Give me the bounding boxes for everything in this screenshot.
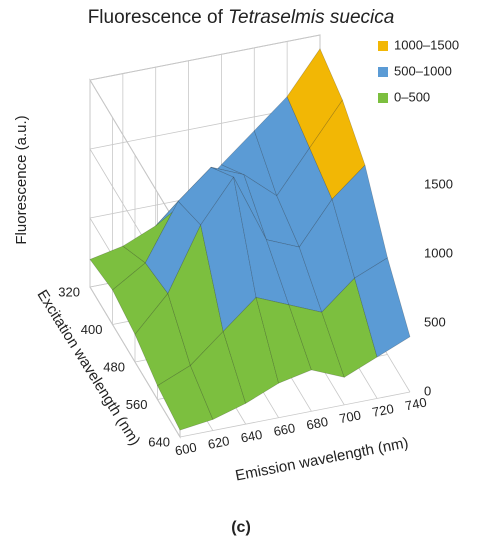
legend-swatch — [378, 41, 388, 51]
legend-label: 0–500 — [394, 89, 430, 104]
x-tick-label: 660 — [272, 420, 296, 439]
legend-label: 1000–1500 — [394, 37, 459, 52]
chart-title: Fluorescence of Tetraselmis suecica — [88, 7, 395, 28]
legend-swatch — [378, 93, 388, 103]
surface-patch — [354, 257, 411, 358]
y-tick-label: 480 — [103, 359, 125, 374]
z-tick-label: 0 — [424, 383, 431, 398]
legend-label: 500–1000 — [394, 63, 452, 78]
x-tick-label: 680 — [305, 414, 329, 433]
x-tick-label: 620 — [207, 433, 231, 452]
x-tick-label: 740 — [404, 395, 428, 414]
caption: (c) — [231, 519, 251, 536]
z-axis-label: Fluorescence (a.u.) — [13, 115, 30, 244]
x-tick-label: 600 — [174, 440, 198, 459]
x-tick-label: 640 — [239, 427, 263, 446]
grid-line — [89, 34, 321, 231]
y-tick-label: 320 — [58, 284, 80, 299]
y-tick-label: 640 — [148, 434, 170, 449]
z-tick-label: 1000 — [424, 245, 453, 260]
x-tick-label: 700 — [338, 407, 362, 426]
legend-swatch — [378, 67, 388, 77]
z-tick-label: 1500 — [424, 176, 453, 191]
title-italic: Tetraselmis suecica — [228, 7, 394, 28]
floor-line — [179, 391, 411, 438]
y-tick-label: 560 — [126, 397, 148, 412]
y-tick-label: 400 — [81, 322, 103, 337]
z-tick-label: 500 — [424, 314, 446, 329]
title-plain: Fluorescence of — [88, 7, 224, 28]
x-tick-label: 720 — [371, 401, 395, 420]
